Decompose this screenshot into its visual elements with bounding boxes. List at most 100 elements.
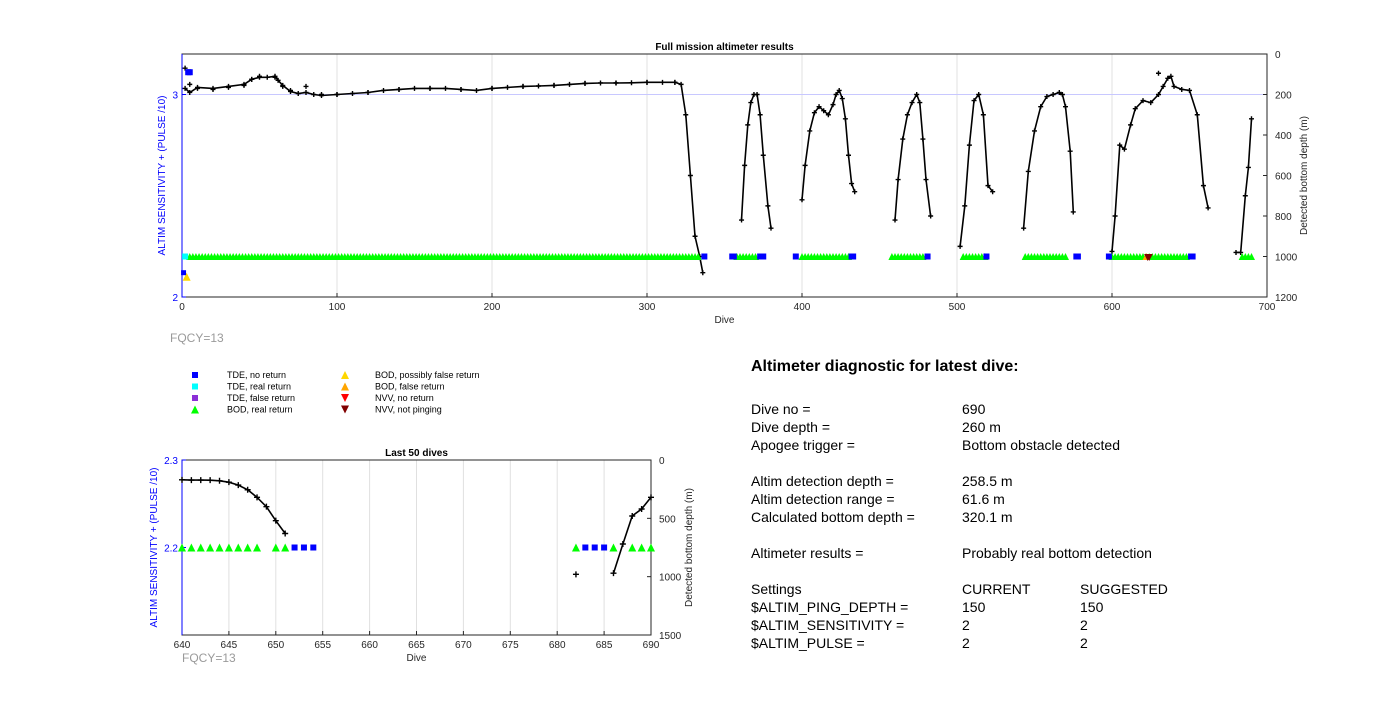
depth-point (303, 89, 309, 95)
depth-point (275, 77, 281, 83)
fqcy-label-full-mission: FQCY=13 (170, 331, 224, 345)
legend-marker (341, 405, 349, 414)
depth-point (928, 213, 934, 219)
bod-real-return-marker (253, 543, 262, 552)
tde-no-return-marker (300, 544, 307, 551)
depth-point (280, 83, 286, 89)
diagnostic-title: Altimeter diagnostic for latest dive: (751, 358, 1019, 375)
y-right-axis-label: Detected bottom depth (m) (684, 488, 695, 607)
depth-point (1156, 70, 1161, 76)
depth-point (660, 79, 665, 85)
altim-detection-range-value: 61.6 m (962, 491, 1005, 507)
altimeter-results-value: Probably real bottom detection (962, 545, 1152, 561)
depth-point (833, 92, 839, 97)
depth-point (923, 177, 929, 183)
depth-point (216, 477, 223, 484)
legend-label: NVV, not pinging (375, 405, 442, 415)
legend-label: BOD, false return (375, 382, 445, 392)
depth-point (1156, 92, 1161, 97)
calculated-bottom-depth-value: 320.1 m (962, 509, 1013, 525)
diag-row-dive-no: Dive no = 690 (751, 400, 1311, 418)
bod-real-return-marker (1248, 253, 1255, 260)
depth-point (474, 87, 479, 93)
y-left-tick-label: 3 (172, 91, 178, 102)
depth-point (839, 96, 845, 102)
legend-label: NVV, no return (375, 393, 434, 403)
tde-no-return-marker (924, 253, 931, 260)
setting-name: $ALTIM_PING_DEPTH = (751, 599, 909, 615)
bod-real-return-marker (206, 543, 215, 552)
depth-point (692, 233, 698, 239)
depth-point (1038, 104, 1044, 110)
y-right-tick-label: 0 (659, 456, 665, 467)
depth-point (852, 189, 858, 195)
tde-real-return-marker (182, 253, 189, 260)
depth-point (836, 87, 842, 93)
diag-row-settings-header: Settings CURRENT SUGGESTED (751, 580, 1311, 598)
depth-point (1112, 213, 1118, 219)
diag-row-altim-detection-range: Altim detection range = 61.6 m (751, 490, 1311, 508)
y-left-tick-label: 2 (172, 293, 178, 304)
depth-point (754, 92, 760, 97)
depth-point (976, 92, 982, 97)
depth-point (207, 477, 214, 484)
legend-marker (191, 405, 199, 414)
bod-real-return-marker (271, 543, 280, 552)
chart-title: Last 50 dives (385, 448, 448, 459)
depth-point (683, 112, 689, 118)
depth-point (742, 162, 748, 168)
dive-depth-value: 260 m (962, 419, 1001, 435)
y-right-tick-label: 0 (1275, 50, 1281, 61)
y-right-tick-label: 600 (1275, 172, 1292, 183)
depth-point (505, 84, 510, 90)
tde-no-return-marker (850, 253, 857, 260)
depth-point (1238, 249, 1244, 255)
tde-no-return-marker (310, 544, 317, 551)
depth-point (1121, 146, 1127, 152)
depth-point (760, 152, 766, 158)
y-left-axis-label: ALTIM SENSITIVITY + (PULSE /10) (157, 96, 168, 256)
legend-label: TDE, no return (227, 370, 286, 380)
depth-point (1242, 193, 1248, 199)
depth-point (629, 80, 634, 86)
depth-point (365, 89, 371, 95)
depth-point (188, 477, 195, 484)
x-tick-label: 675 (502, 640, 519, 651)
depth-point (892, 217, 898, 223)
calculated-bottom-depth-label: Calculated bottom depth = (751, 509, 915, 525)
depth-point (427, 85, 433, 91)
depth-point (1067, 148, 1073, 154)
x-tick-label: 200 (484, 302, 501, 313)
bod-real-return-marker (215, 543, 224, 552)
depth-series-line (184, 75, 704, 273)
altimeter-diagnostic-panel: Altimeter diagnostic for latest dive: Di… (751, 358, 1311, 652)
settings-label: Settings (751, 581, 802, 597)
legend-marker (192, 395, 198, 401)
x-tick-label: 670 (455, 640, 472, 651)
depth-point (1117, 142, 1123, 148)
tde-no-return-marker (1105, 253, 1112, 260)
depth-point (757, 112, 763, 118)
depth-point (802, 162, 808, 168)
depth-point (567, 81, 572, 87)
legend-marker (341, 382, 349, 391)
y-right-tick-label: 200 (1275, 91, 1292, 102)
depth-series-line (740, 93, 772, 229)
depth-series-line (959, 92, 994, 247)
depth-point (225, 479, 232, 486)
x-tick-label: 700 (1259, 302, 1276, 313)
setting-name: $ALTIM_SENSITIVITY = (751, 617, 905, 633)
setting-suggested: 2 (1080, 635, 1088, 651)
altimeter-results-label: Altimeter results = (751, 545, 864, 561)
depth-point (1050, 92, 1056, 97)
bod-real-return-marker (637, 543, 646, 552)
depth-point (816, 104, 822, 110)
depth-point (985, 183, 991, 189)
x-tick-label: 660 (361, 640, 378, 651)
depth-point (748, 100, 754, 106)
bod-real-return-marker (571, 543, 580, 552)
apogee-trigger-value: Bottom obstacle detected (962, 437, 1120, 453)
depth-point (1128, 122, 1134, 128)
depth-point (648, 494, 654, 501)
